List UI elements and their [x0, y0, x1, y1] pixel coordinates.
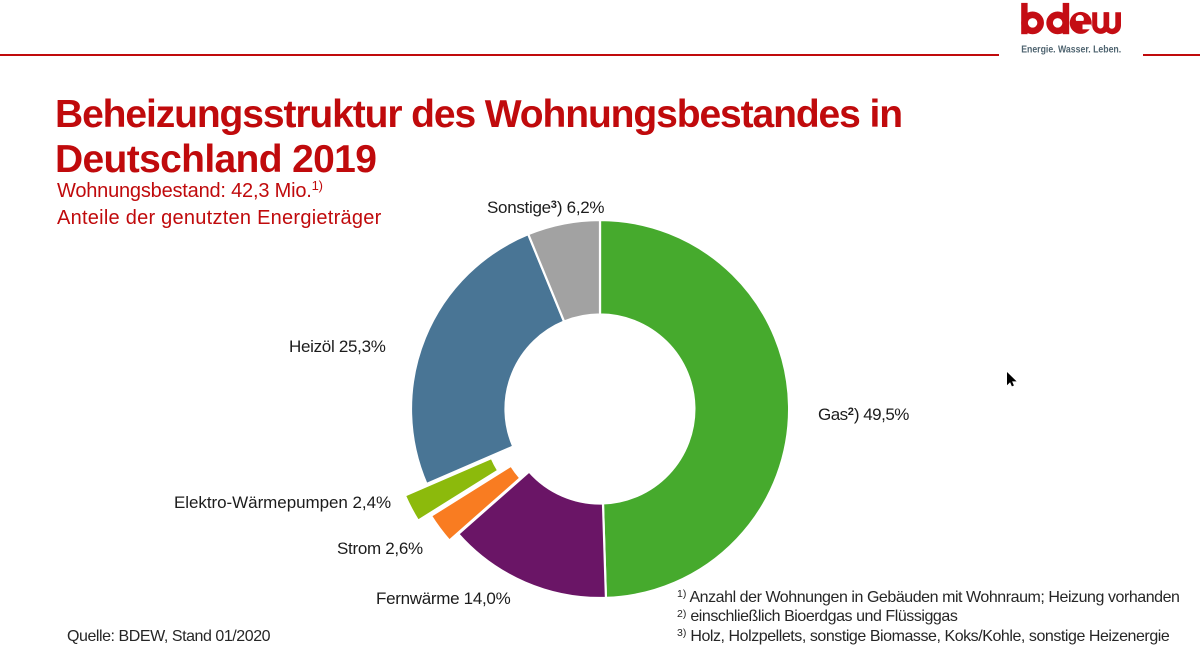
svg-text:Energie. Wasser. Leben.: Energie. Wasser. Leben. — [1021, 44, 1121, 55]
